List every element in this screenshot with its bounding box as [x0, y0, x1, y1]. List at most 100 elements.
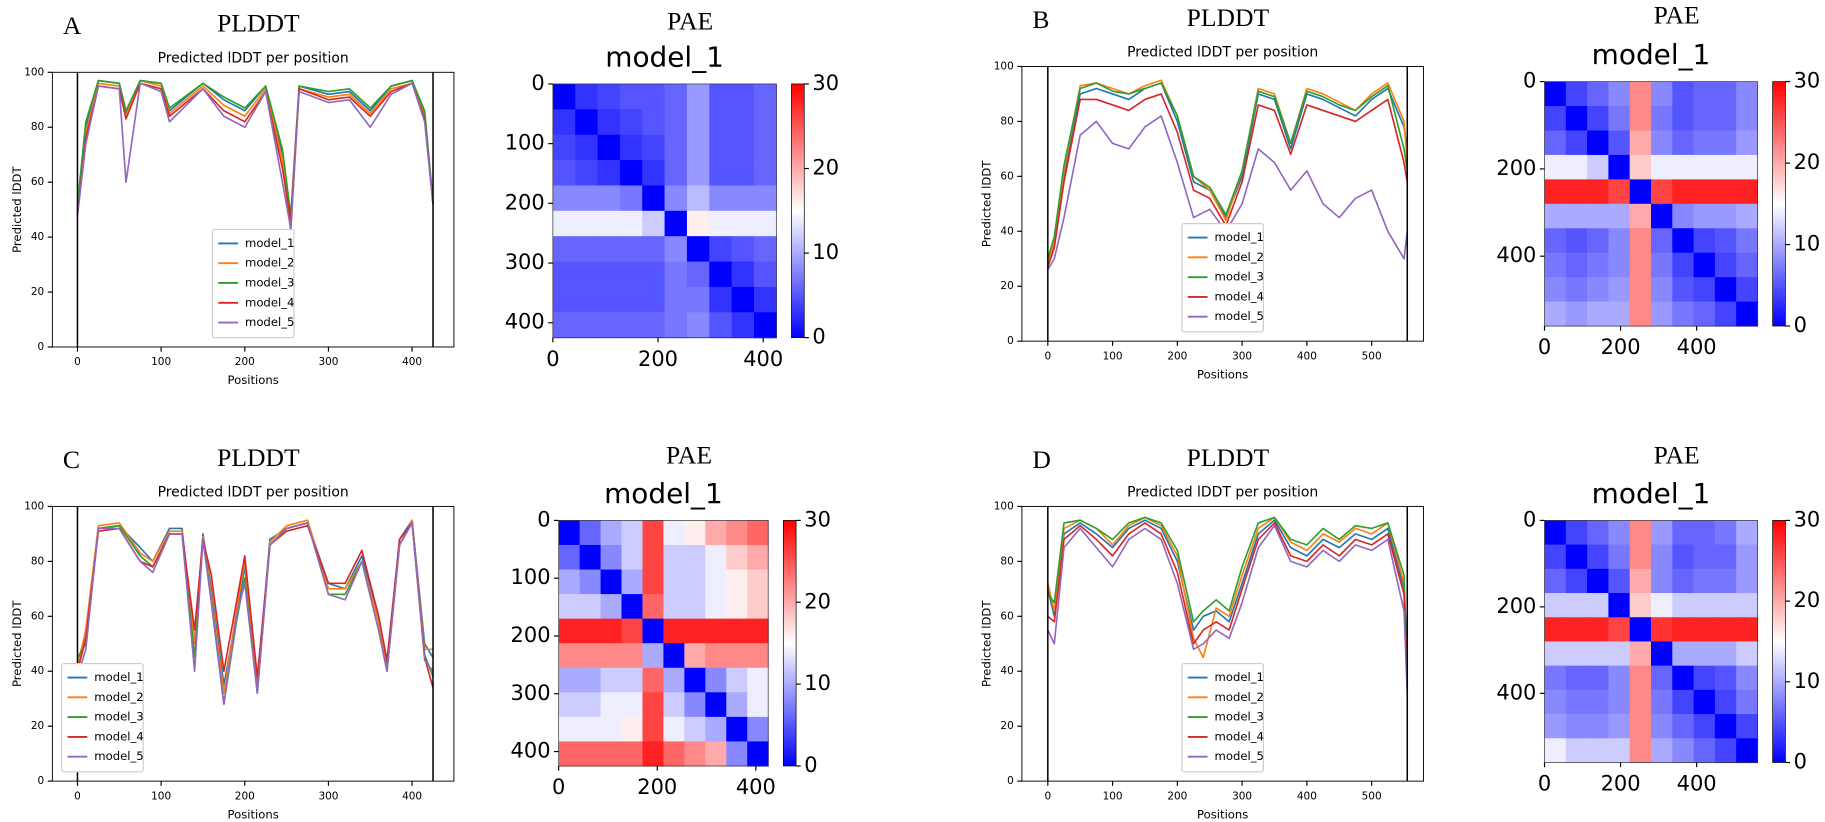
- heatmap-cell: [1565, 714, 1588, 739]
- heatmap-frame: [558, 520, 769, 767]
- y-tick-label: 40: [1000, 665, 1013, 677]
- x-tick-label: 200: [1601, 335, 1641, 359]
- heatmap-cell: [575, 185, 599, 212]
- heatmap-cell: [1544, 689, 1567, 715]
- heatmap-cell: [1736, 106, 1759, 132]
- plot-lines: [1047, 516, 1409, 694]
- heatmap-cell: [1565, 617, 1588, 643]
- x-tick-label: 400: [1677, 335, 1717, 359]
- heatmap-cell: [619, 286, 643, 313]
- heatmap-cell: [1693, 568, 1716, 594]
- heatmap-cell: [1587, 738, 1609, 764]
- heatmap-cell: [1650, 154, 1673, 180]
- heatmap-cell: [1736, 203, 1759, 229]
- y-axis-label: Predicted lDDT: [10, 166, 24, 253]
- heatmap-cell: [726, 569, 748, 595]
- heatmap-cell: [575, 236, 599, 263]
- heatmap-cell: [1608, 277, 1631, 303]
- heatmap-cell: [1629, 738, 1652, 764]
- heatmap-cell: [684, 594, 706, 620]
- heatmap-cell: [1608, 203, 1631, 229]
- heatmap-cell: [1565, 81, 1588, 107]
- heatmap-cell: [621, 692, 644, 718]
- heatmap-cell: [726, 667, 748, 693]
- heatmap-cell: [747, 716, 769, 743]
- heatmap-cell: [558, 618, 581, 644]
- heatmap-cell: [600, 741, 623, 767]
- heatmap-cell: [753, 83, 777, 110]
- plot-frame: [51, 505, 455, 782]
- heatmap-cell: [1544, 228, 1567, 254]
- legend-label: model_5: [1215, 749, 1264, 763]
- legend-label: model_4: [1215, 729, 1264, 743]
- y-tick-label: 100: [994, 500, 1014, 512]
- plot-frame: [1021, 66, 1424, 342]
- heatmap-cell: [1672, 252, 1695, 278]
- heatmap-cell: [1672, 568, 1695, 594]
- plot-lines: [76, 79, 434, 233]
- colorbar-tick-label: 10: [1794, 669, 1821, 693]
- heatmap-cell: [726, 716, 748, 743]
- heatmap-cell: [642, 741, 665, 767]
- heatmap-cell: [753, 109, 777, 136]
- heatmap-cell: [684, 618, 706, 644]
- heatmap-cell: [619, 236, 643, 263]
- series-line: [1047, 524, 1409, 694]
- x-tick-label: 400: [402, 790, 422, 802]
- heatmap-frame: [552, 83, 777, 339]
- series-line: [1047, 82, 1409, 260]
- heatmap-cell: [1650, 738, 1673, 764]
- heatmap-cell: [709, 83, 733, 110]
- y-tick-label: 60: [31, 176, 44, 188]
- heatmap-cell: [1650, 593, 1673, 618]
- heatmap-cell: [684, 520, 706, 546]
- legend-label: model_3: [1215, 270, 1264, 284]
- panel-heading: PAE: [1654, 0, 1700, 29]
- heatmap-cell: [731, 261, 755, 288]
- heatmap-cell: [684, 716, 706, 743]
- heatmap-cell: [1587, 593, 1609, 618]
- heatmap-cell: [1736, 228, 1759, 254]
- x-tick-label: 0: [1538, 772, 1551, 796]
- heatmap-cell: [1587, 130, 1609, 156]
- heatmap-cell: [1608, 617, 1631, 643]
- heatmap-cell: [621, 594, 644, 620]
- heatmap-cell: [1714, 252, 1737, 278]
- heatmap-cell: [709, 160, 733, 187]
- heatmap-cell: [1587, 277, 1609, 303]
- heatmap-cell: [1672, 593, 1695, 618]
- heatmap-cell: [1629, 277, 1652, 303]
- heatmap-cell: [709, 236, 733, 263]
- heatmap-cell: [686, 210, 710, 237]
- heatmap-cell: [726, 692, 748, 718]
- legend-label: model_3: [94, 710, 143, 724]
- heatmap-cell: [1650, 301, 1673, 327]
- heatmap-cell: [1544, 738, 1567, 764]
- heatmap-cell: [1672, 738, 1695, 764]
- heatmap-cell: [731, 83, 755, 110]
- heatmap-cell: [1714, 179, 1737, 205]
- heatmap-cell: [1714, 154, 1737, 180]
- heatmap-cell: [747, 594, 769, 620]
- heatmap-cell: [705, 544, 727, 571]
- y-tick-label: 100: [511, 565, 551, 589]
- y-tick-label: 40: [31, 665, 44, 677]
- heatmap-cell: [552, 83, 576, 110]
- plot-frame: [51, 71, 455, 348]
- heatmap-cell: [1629, 228, 1652, 254]
- y-tick-label: 0: [1523, 69, 1536, 93]
- chart-title: Predicted lDDT per position: [1127, 484, 1318, 500]
- y-tick-label: 80: [31, 121, 44, 133]
- y-tick-label: 60: [1000, 170, 1013, 182]
- heatmap-title: model_1: [605, 40, 724, 73]
- heatmap-cell: [1587, 203, 1609, 229]
- heatmap-cell: [663, 692, 685, 718]
- heatmap-cell: [726, 594, 748, 620]
- heatmap-cell: [1693, 179, 1716, 205]
- heatmap-cell: [1672, 520, 1695, 546]
- heatmap-cell: [552, 134, 576, 161]
- heatmap-cell: [1587, 179, 1609, 205]
- heatmap-cell: [621, 544, 644, 571]
- legend-label: model_5: [245, 315, 294, 329]
